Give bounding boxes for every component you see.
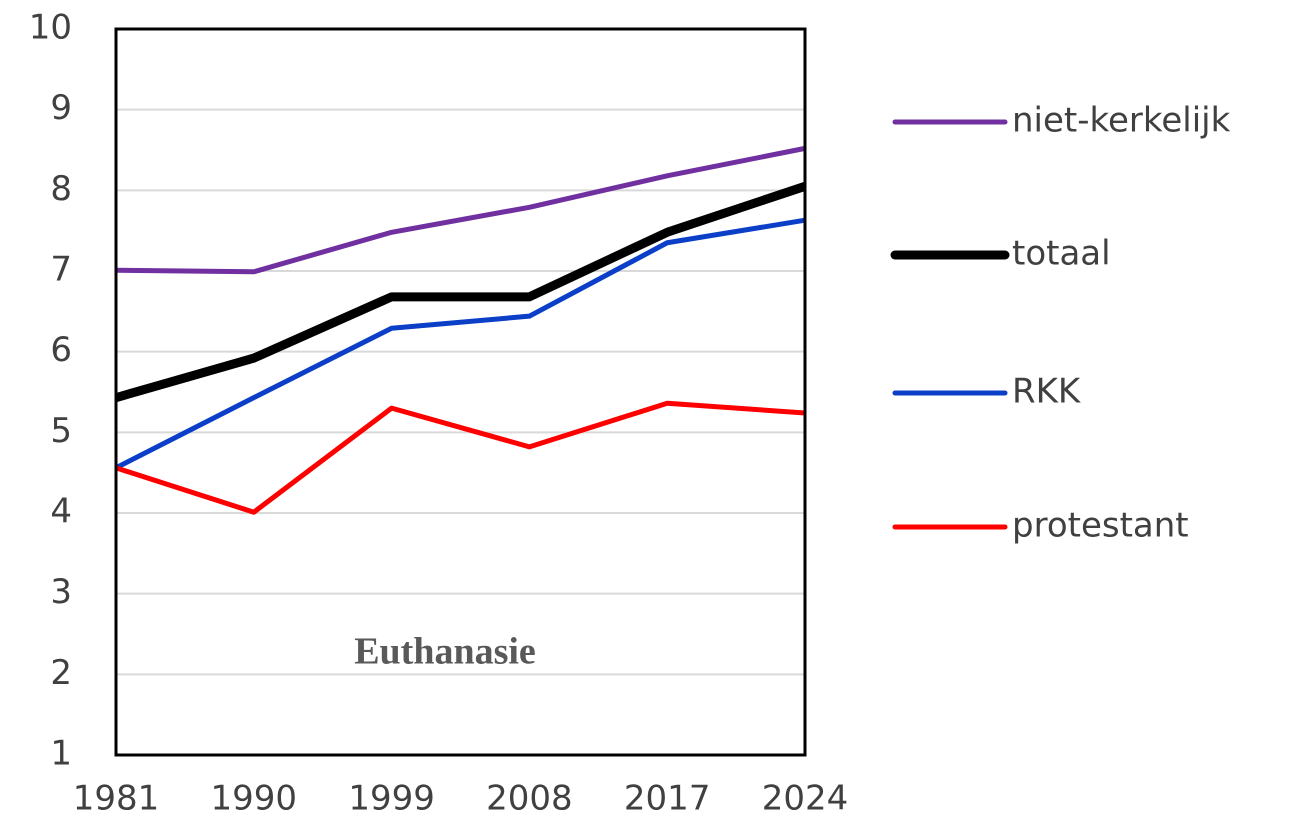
x-tick-label: 1990 (211, 779, 298, 819)
y-tick-label: 4 (50, 492, 72, 532)
y-tick-label: 7 (50, 250, 72, 290)
legend-label: totaal (1012, 234, 1111, 274)
legend-label: protestant (1012, 506, 1189, 546)
plot-frame (114, 27, 807, 757)
y-tick-label: 6 (50, 330, 72, 370)
y-tick-label: 1 (50, 734, 72, 774)
x-tick-label: 1981 (73, 779, 160, 819)
y-tick-label: 8 (50, 169, 72, 209)
series-line (114, 182, 807, 402)
legend-label: niet-kerkelijk (1012, 101, 1231, 141)
x-tick-label: 2024 (762, 779, 849, 819)
series-line (114, 217, 806, 471)
series-line (115, 400, 806, 515)
series-line (115, 145, 806, 275)
y-tick-label: 5 (50, 411, 72, 451)
annotation: Euthanasie (354, 631, 536, 673)
x-tick-label: 2017 (624, 779, 711, 819)
y-tick-label: 9 (50, 88, 72, 128)
y-tick-label: 10 (29, 8, 72, 48)
y-tick-label: 3 (50, 572, 72, 612)
x-tick-label: 1999 (348, 779, 435, 819)
y-tick-label: 2 (50, 653, 72, 693)
legend-label: RKK (1012, 372, 1082, 412)
x-tick-label: 2008 (486, 779, 573, 819)
